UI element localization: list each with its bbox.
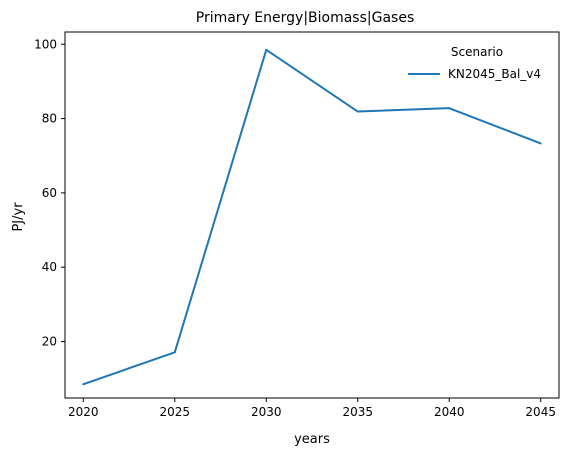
y-tick-label: 60	[42, 186, 57, 200]
x-tick-label: 2020	[68, 405, 99, 419]
x-tick-label: 2040	[434, 405, 465, 419]
y-tick-label: 40	[42, 260, 57, 274]
x-axis-title: years	[294, 432, 330, 447]
data-point	[448, 107, 451, 110]
x-tick-label: 2045	[525, 405, 556, 419]
chart-title: Primary Energy|Biomass|Gases	[196, 10, 415, 26]
plot-area	[64, 31, 560, 399]
series-line	[82, 48, 542, 386]
legend: Scenario KN2045_Bal_v4	[408, 45, 541, 81]
legend-title: Scenario	[451, 45, 503, 59]
y-axis-title: PJ/yr	[11, 202, 26, 232]
x-axis: 2020 2025 2030 2035 2040 2045	[68, 398, 556, 419]
data-point	[356, 110, 359, 113]
data-point	[539, 142, 542, 145]
y-tick-label: 80	[42, 112, 57, 126]
data-point	[173, 351, 176, 354]
x-tick-label: 2035	[342, 405, 373, 419]
x-tick-label: 2030	[251, 405, 282, 419]
plot-frame	[64, 31, 560, 399]
x-tick-label: 2025	[160, 405, 191, 419]
y-tick-label: 100	[34, 37, 57, 51]
y-axis: 20 40 60 80 100	[34, 37, 65, 349]
legend-label: KN2045_Bal_v4	[448, 67, 541, 81]
data-point	[265, 48, 268, 51]
y-tick-label: 20	[42, 335, 57, 349]
data-point	[82, 383, 85, 386]
